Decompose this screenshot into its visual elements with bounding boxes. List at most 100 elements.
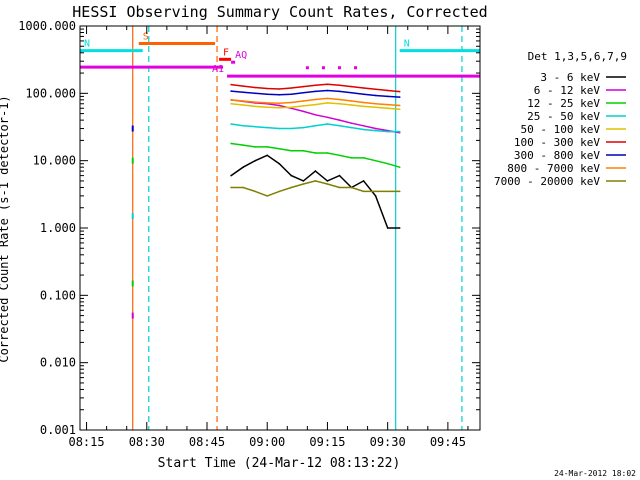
data-point	[374, 195, 377, 197]
data-point	[266, 195, 269, 197]
legend-label: 300 - 800 keV	[514, 149, 600, 162]
data-point	[290, 186, 293, 189]
data-point	[326, 123, 329, 125]
data-point	[254, 86, 256, 89]
data-point	[290, 106, 293, 109]
data-point	[314, 90, 317, 93]
data-point	[398, 130, 401, 133]
data-point	[386, 190, 389, 193]
data-point	[266, 126, 269, 129]
data-point	[350, 85, 353, 88]
y-axis-label: Corrected Count Rate (s-1 detector-1)	[0, 95, 11, 362]
data-point	[266, 93, 269, 96]
flag-marker	[354, 66, 358, 70]
data-point	[326, 102, 329, 104]
y-tick-label: 1000.000	[18, 19, 76, 33]
data-point	[326, 180, 329, 182]
data-point	[242, 91, 244, 93]
data-point	[350, 91, 353, 94]
plot-frame	[79, 25, 481, 431]
data-point	[398, 227, 401, 229]
data-point	[290, 127, 293, 130]
data-point	[290, 87, 293, 89]
x-tick-label: 09:00	[249, 435, 285, 449]
data-point	[254, 92, 256, 95]
data-point	[386, 227, 389, 229]
data-point	[350, 122, 353, 125]
data-point	[230, 99, 232, 101]
data-point	[362, 93, 365, 96]
data-point	[266, 154, 269, 157]
data-point	[254, 146, 256, 148]
data-point	[242, 166, 244, 168]
data-point	[254, 190, 256, 193]
data-point	[362, 101, 365, 104]
data-point	[338, 98, 341, 101]
legend-label: 100 - 300 keV	[514, 136, 600, 149]
data-point	[398, 90, 401, 93]
data-point	[326, 183, 329, 185]
x-tick-label: 08:30	[129, 435, 165, 449]
data-point	[302, 85, 305, 88]
data-point	[278, 127, 281, 130]
data-point	[350, 157, 353, 159]
data-point	[314, 180, 317, 182]
data-point	[266, 146, 269, 148]
data-point	[362, 190, 365, 193]
data-point	[338, 154, 341, 157]
data-point	[326, 116, 329, 119]
y-tick-label: 0.010	[40, 356, 76, 370]
data-point	[314, 113, 317, 116]
data-point	[386, 107, 389, 110]
x-axis-label: Start Time (24-Mar-12 08:13:22)	[158, 456, 401, 471]
y-tick-label: 0.001	[40, 423, 76, 437]
data-point	[374, 106, 377, 109]
data-point	[290, 150, 293, 152]
data-point	[302, 91, 305, 94]
data-point	[362, 180, 365, 182]
data-point	[338, 119, 341, 121]
data-point	[278, 148, 281, 150]
data-point	[398, 190, 401, 193]
data-point	[254, 125, 256, 128]
data-point	[290, 101, 293, 104]
legend-label: 25 - 50 keV	[527, 110, 600, 123]
data-point	[350, 126, 353, 129]
data-point	[362, 157, 365, 159]
data-point	[398, 108, 401, 111]
x-tick-label: 09:30	[370, 435, 406, 449]
data-point	[386, 95, 389, 98]
data-point	[254, 101, 256, 103]
data-point	[374, 127, 377, 130]
data-point	[362, 87, 365, 89]
data-point	[350, 186, 353, 189]
data-point	[242, 186, 244, 189]
data-point	[374, 129, 377, 132]
legend-label: 800 - 7000 keV	[507, 162, 600, 175]
y-tick-label: 0.100	[40, 288, 76, 302]
flag-marker	[321, 66, 325, 70]
data-point	[314, 170, 317, 172]
data-point	[242, 100, 244, 102]
flag-marker	[337, 66, 341, 70]
flag-label: N	[84, 39, 90, 50]
flag-label: N	[404, 39, 410, 50]
data-point	[302, 105, 305, 107]
data-point	[242, 85, 244, 87]
data-point	[338, 84, 341, 87]
legend-label: 12 - 25 keV	[527, 97, 600, 110]
data-point	[266, 106, 269, 109]
y-tick-label: 10.000	[33, 154, 76, 168]
legend-label: 7000 - 20000 keV	[494, 175, 600, 188]
flag-marker	[305, 66, 309, 70]
data-point	[386, 103, 389, 106]
data-point	[230, 90, 232, 92]
data-point	[278, 162, 281, 165]
data-point	[362, 124, 365, 127]
x-tick-label: 09:45	[430, 435, 466, 449]
legend-label: 3 - 6 keV	[540, 71, 600, 84]
data-point	[278, 102, 281, 105]
plot-area: S N N F AQ A1	[80, 26, 480, 430]
data-point	[302, 150, 305, 152]
